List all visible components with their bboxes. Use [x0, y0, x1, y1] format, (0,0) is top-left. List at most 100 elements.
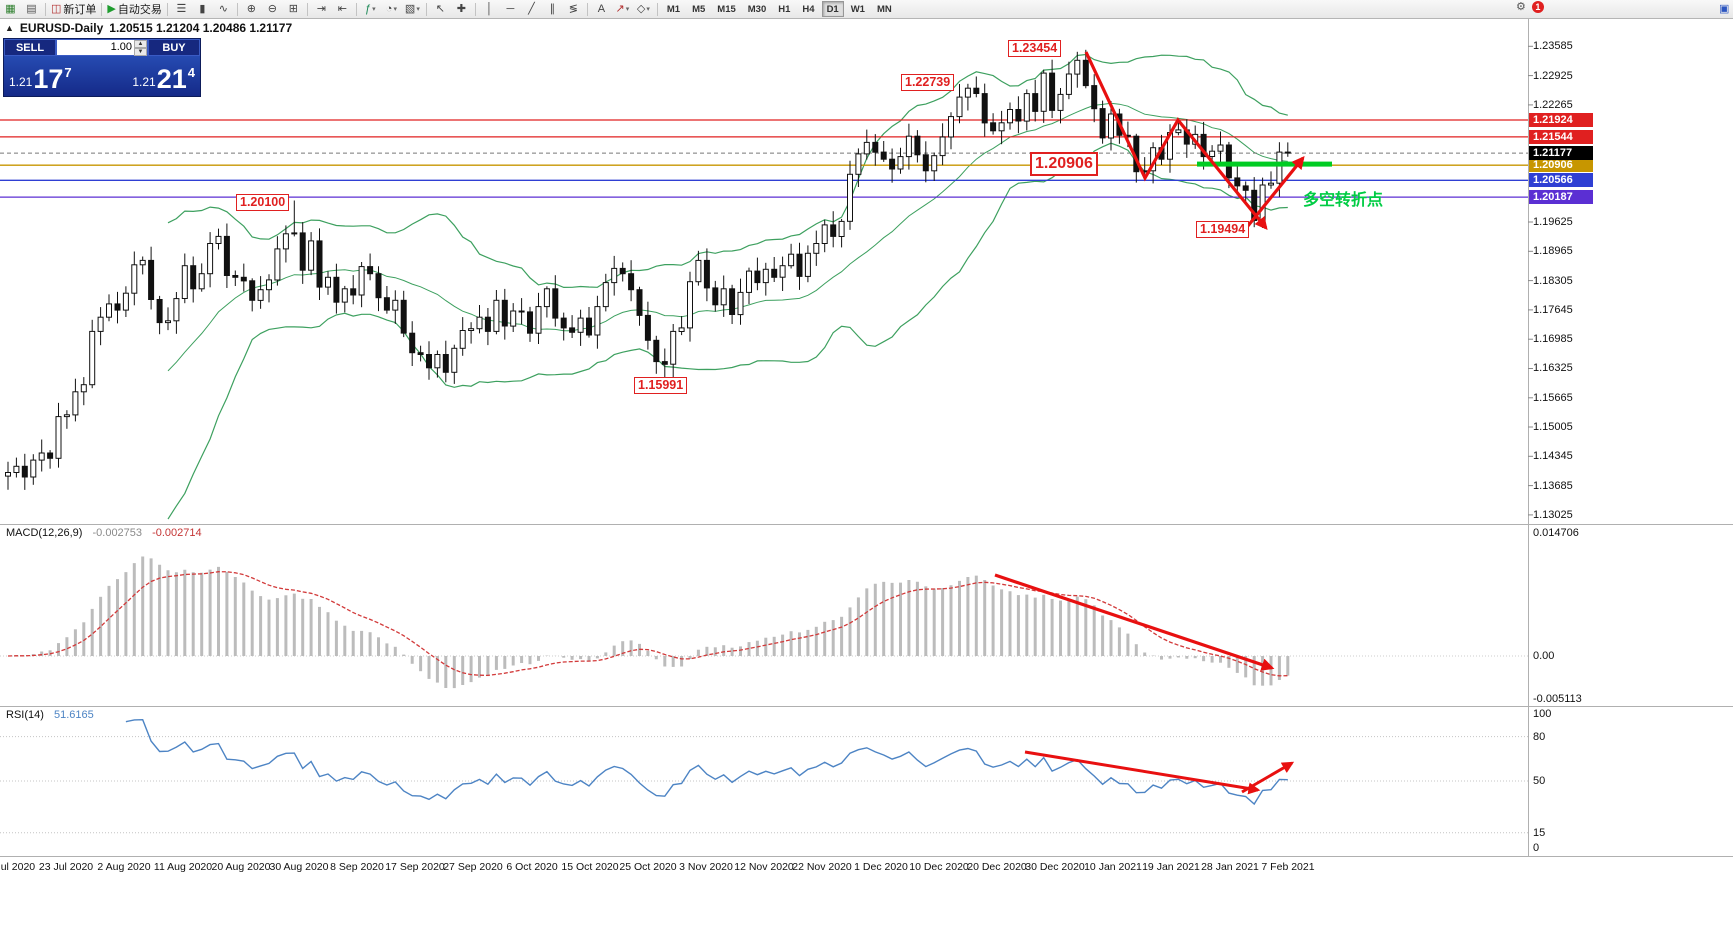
indicators-button[interactable]: ƒ ▾ [360, 1, 381, 17]
equidistant-channel-button[interactable]: ∥ [542, 1, 563, 17]
date-axis-label: 3 Nov 2020 [679, 861, 733, 873]
date-axis-label: 30 Dec 2020 [1025, 861, 1085, 873]
rsi-title: RSI(14) [6, 709, 44, 721]
timeframe-w1-button[interactable]: W1 [850, 3, 865, 15]
timeframe-m30-button[interactable]: M30 [747, 3, 767, 15]
arrows-tool-button[interactable]: ↗ ▾ [612, 1, 633, 17]
green-support-segment[interactable] [1197, 161, 1332, 167]
tile-windows-icon: ⊞ [288, 2, 298, 15]
timeframe-m5-button[interactable]: M5 [692, 3, 706, 15]
price-axis-tick-label: 1.15005 [1533, 421, 1573, 433]
hline-price-label: 1.21924 [1529, 113, 1593, 127]
periods-dropdown-arrow: ▾ [393, 6, 397, 13]
candlestick-mode-button[interactable]: ▮ [192, 1, 213, 17]
vertical-line-icon: │ [485, 2, 493, 15]
autotrading-button[interactable]: ▶ 自动交易 [105, 1, 163, 17]
toolbar-separator [166, 2, 168, 16]
sell-price[interactable]: 1.21 17 7 [4, 56, 102, 96]
text-label-icon: A [597, 2, 606, 15]
timeframe-mn-button[interactable]: MN [876, 3, 892, 15]
rsi-axis-label: 50 [1533, 775, 1546, 787]
toolbar-separator [355, 2, 357, 16]
timeframe-h1-button[interactable]: H1 [778, 3, 791, 15]
toolbar-separator [656, 2, 658, 16]
cursor-button[interactable]: ↖ [430, 1, 451, 17]
price-axis-tick-label: 1.18305 [1533, 275, 1573, 287]
new-order-label: 新订单 [63, 4, 97, 16]
toolbar-separator [306, 2, 308, 16]
line-chart-mode-button[interactable]: ∿ [213, 1, 234, 17]
panel-separators [0, 18, 1733, 857]
macd-axis-label: 0.00 [1533, 650, 1555, 662]
rsi-axis-label: 0 [1533, 842, 1540, 854]
horizontal-line-button[interactable]: ─ [500, 1, 521, 17]
buy-price[interactable]: 1.21 21 4 [102, 56, 200, 96]
bottom-empty-area [0, 882, 1733, 944]
new-order-button[interactable]: ◫ 新订单 [49, 1, 98, 17]
timeframe-m15-button[interactable]: M15 [717, 3, 736, 15]
date-axis[interactable] [0, 857, 1733, 881]
chart-shift-button[interactable]: ⇤ [332, 1, 353, 17]
date-axis-label: 28 Jan 2021 [1201, 861, 1259, 873]
date-axis-label: 8 Sep 2020 [330, 861, 384, 873]
timeframe-h4-button[interactable]: H4 [802, 3, 815, 15]
rsi-axis-label: 80 [1533, 731, 1546, 743]
arrows-tool-dropdown-arrow: ▾ [625, 6, 630, 13]
trend-arrows-main[interactable] [1084, 51, 1305, 234]
crosshair-button[interactable]: ✚ [451, 1, 472, 17]
timeframe-m1-button[interactable]: M1 [666, 3, 681, 15]
cursor-icon: ↖ [435, 2, 445, 15]
price-axis-tick-label: 1.16985 [1533, 333, 1573, 345]
fibonacci-button[interactable]: ≶ [563, 1, 584, 17]
trendline-button[interactable]: ╱ [521, 1, 542, 17]
trendline-icon: ╱ [528, 2, 535, 15]
price-axis-tick-label: 1.16325 [1533, 362, 1573, 374]
collapse-trade-panel-icon[interactable]: ▲ [5, 23, 14, 33]
new-chart-button[interactable]: ▦ [0, 1, 21, 17]
auto-scroll-button[interactable]: ⇥ [311, 1, 332, 17]
volume-up-button[interactable]: ▲ [134, 40, 147, 48]
chart-profiles-button[interactable]: ▤ [21, 1, 42, 17]
rsi-indicator [0, 718, 1528, 834]
zoom-out-button[interactable]: ⊖ [262, 1, 283, 17]
date-axis-label: 30 Aug 2020 [269, 861, 329, 873]
periods-button[interactable]: ◔ ▾ [381, 1, 402, 17]
price-axis-tick-label: 1.13685 [1533, 480, 1573, 492]
bar-chart-mode-button[interactable]: ☰ [171, 1, 192, 17]
volume-down-button[interactable]: ▼ [134, 48, 147, 56]
date-axis-label: 2 Aug 2020 [97, 861, 151, 873]
settings-gear-icon[interactable]: ⚙ [1516, 0, 1526, 13]
sell-price-prefix: 1.21 [9, 75, 33, 89]
timeframe-d1-button[interactable]: D1 [821, 1, 844, 17]
notification-badge[interactable]: 1 [1531, 1, 1544, 13]
volume-field[interactable]: 1.00 ▲ ▼ [56, 39, 148, 56]
sell-button[interactable]: SELL [4, 39, 56, 56]
templates-button[interactable]: ▧ ▾ [402, 1, 423, 17]
autotrading-label: 自动交易 [117, 4, 162, 16]
vertical-line-button[interactable]: │ [479, 1, 500, 17]
shapes-tool-button[interactable]: ◇ ▾ [633, 1, 654, 17]
buy-button[interactable]: BUY [148, 39, 200, 56]
templates-dropdown-arrow: ▾ [416, 6, 420, 13]
chart-profiles-icon: ▤ [26, 2, 37, 15]
date-axis-label: 23 Jul 2020 [38, 861, 94, 873]
indicators-icon: ƒ [365, 2, 372, 15]
text-label-button[interactable]: A [591, 1, 612, 17]
volume-value[interactable]: 1.00 [110, 41, 132, 53]
date-axis-label: 6 Oct 2020 [506, 861, 558, 873]
date-axis-label: 10 Jan 2021 [1084, 861, 1142, 873]
hline-price-label: 1.20906 [1529, 158, 1593, 172]
price-annotation-label: 1.20906 [1030, 152, 1098, 176]
price-axis-tick-label: 1.14345 [1533, 450, 1573, 462]
rsi-value: 51.6165 [53, 709, 94, 721]
symbol-period-label: EURUSD-Daily [19, 21, 104, 35]
tile-windows-button[interactable]: ⊞ [283, 1, 304, 17]
date-axis-label: 17 Sep 2020 [385, 861, 445, 873]
price-annotation-label: 1.23454 [1008, 40, 1062, 57]
zoom-in-button[interactable]: ⊕ [241, 1, 262, 17]
hline-price-label: 1.20566 [1529, 173, 1593, 187]
price-axis-tick-label: 1.18965 [1533, 245, 1573, 257]
